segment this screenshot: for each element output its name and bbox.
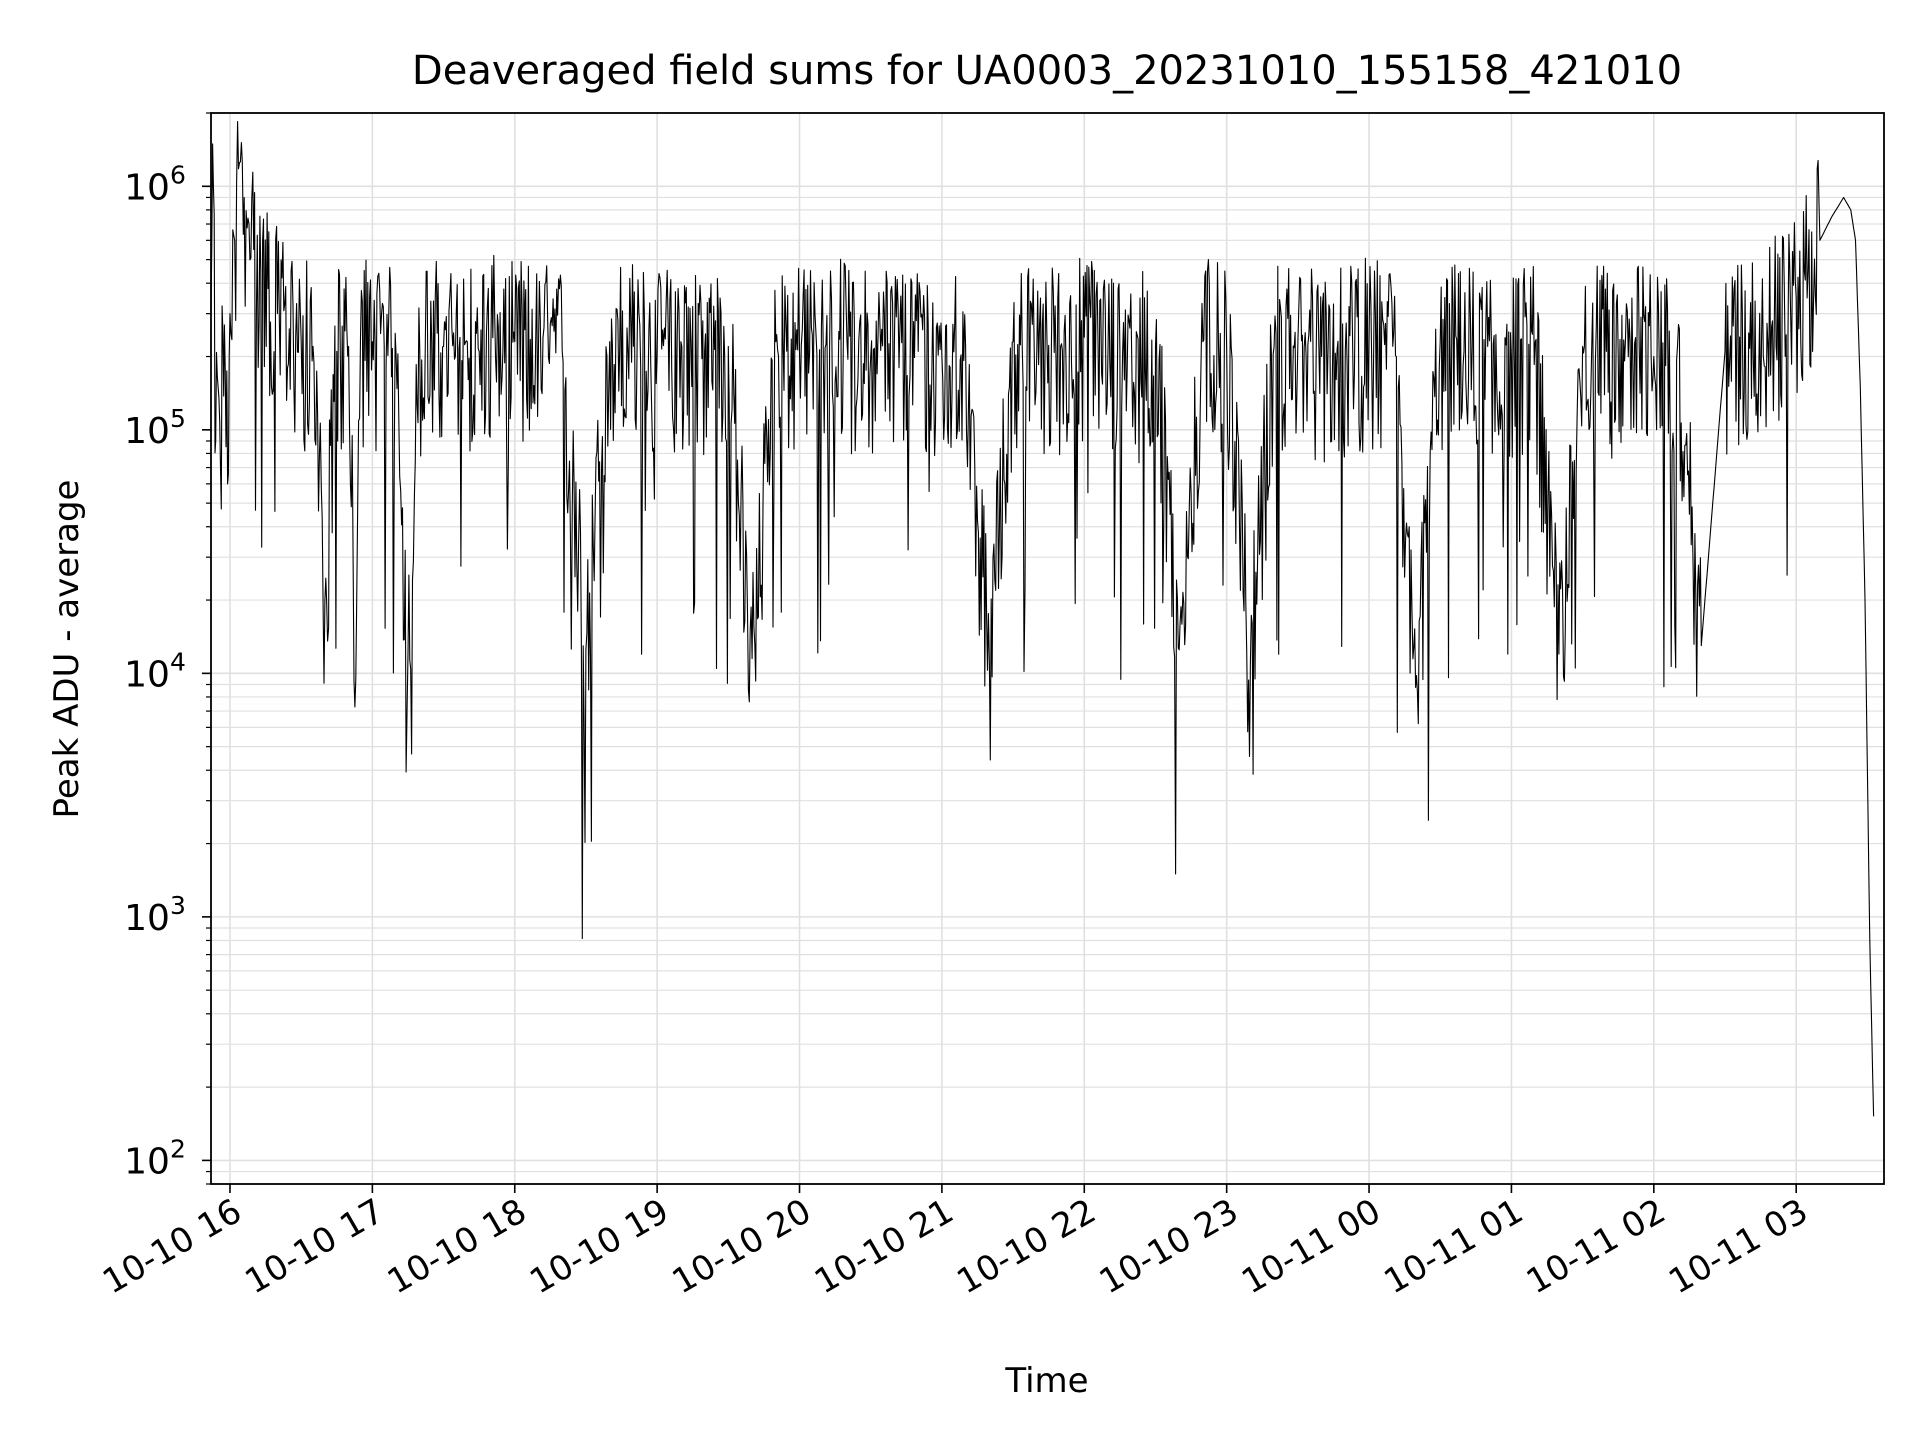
y-axis-label: Peak ADU - average (47, 480, 87, 819)
chart-title: Deaveraged field sums for UA0003_2023101… (412, 48, 1682, 94)
y-tick-label: 106 (124, 160, 186, 208)
y-tick-label: 104 (124, 647, 186, 695)
plot-frame (210, 112, 1885, 1185)
y-tick-label: 105 (124, 404, 186, 452)
x-axis-label: Time (1004, 1361, 1088, 1401)
series-layer (210, 121, 1875, 1117)
series-line (210, 121, 1875, 1117)
y-tick-label: 102 (124, 1134, 186, 1182)
y-tick-label: 103 (124, 891, 186, 939)
